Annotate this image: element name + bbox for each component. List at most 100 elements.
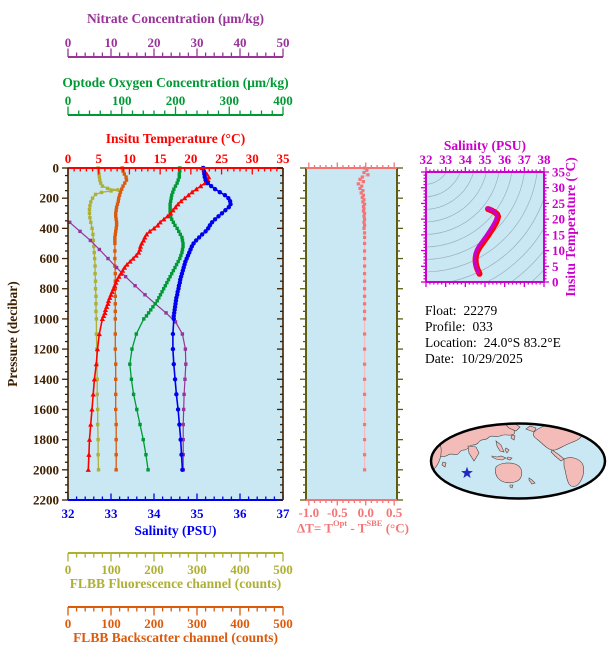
svg-text:300: 300 [220,93,240,108]
svg-text:10: 10 [552,243,565,258]
oxygen-axis: 0 100 200 300 400 [65,93,293,116]
svg-text:30: 30 [246,151,259,166]
svg-text:37: 37 [277,506,291,521]
delta-t-title-mid: - T [347,520,367,536]
location-line: Location: 24.0°S 83.2°E [425,335,561,350]
float-info-block: Float: 22279 Profile: 033 Location: 24.0°S … [425,303,561,367]
svg-text:200: 200 [144,616,164,631]
svg-text:36: 36 [498,152,512,167]
svg-text:30: 30 [191,35,204,50]
delta-t-title-suffix: (°C) [382,520,409,536]
svg-text:35: 35 [479,152,493,167]
nitrate-axis-title: Nitrate Concentration (μm/kg) [86,11,265,26]
svg-text:0: 0 [65,616,72,631]
svg-text:15: 15 [154,151,168,166]
svg-text:0: 0 [65,562,72,577]
svg-text:37: 37 [518,152,532,167]
svg-text:32: 32 [62,506,75,521]
svg-text:800: 800 [40,281,60,296]
pressure-axis-title: Pressure (decibar) [5,281,20,387]
float-location-star [461,466,473,478]
temperature-axis-title: Insitu Temperature (°C) [105,131,246,146]
svg-text:38: 38 [538,152,552,167]
fluorescence-axis: 0 100 200 300 400 500 [65,552,293,577]
svg-text:20: 20 [184,151,197,166]
svg-text:20: 20 [552,212,565,227]
svg-text:500: 500 [273,616,293,631]
svg-text:5: 5 [95,151,102,166]
delta-t-title-prefix: ΔT= T [297,520,333,536]
svg-text:200: 200 [166,93,186,108]
svg-text:300: 300 [187,562,207,577]
svg-text:0: 0 [65,93,72,108]
svg-text:0.0: 0.0 [358,505,374,520]
oxygen-profile [128,166,185,472]
svg-text:400: 400 [230,616,250,631]
svg-text:200: 200 [40,191,60,206]
svg-text:100: 100 [112,93,132,108]
salinity-axis-title: Salinity (PSU) [134,523,217,538]
svg-text:500: 500 [273,562,293,577]
svg-text:30: 30 [552,180,565,195]
profile-number-line: Profile: 033 [425,319,493,334]
delta-t-axis-title: ΔT= TOpt - TSBE (°C) [293,518,413,536]
plot-backgrounds [68,168,544,500]
svg-text:100: 100 [101,562,121,577]
delta-t-title-sup-sbe: SBE [366,518,383,528]
temperature-profile [85,165,212,472]
svg-text:600: 600 [40,251,60,266]
svg-text:33: 33 [439,152,453,167]
svg-text:35: 35 [552,165,566,180]
svg-text:400: 400 [230,562,250,577]
svg-text:300: 300 [187,616,207,631]
svg-text:34: 34 [459,152,473,167]
svg-text:10: 10 [123,151,136,166]
svg-text:0: 0 [53,161,60,176]
svg-text:25: 25 [552,196,566,211]
svg-text:36: 36 [234,506,248,521]
ts-temperature-axis-title: Insitu Temperature (°C) [563,157,578,297]
svg-text:1400: 1400 [33,372,59,387]
svg-text:400: 400 [40,221,60,236]
svg-text:400: 400 [273,93,293,108]
svg-text:2200: 2200 [33,493,59,508]
fluorescence-axis-title: FLBB Fluorescence channel (counts) [69,576,282,591]
main-plot-frame: 0 5 10 15 20 25 30 35 32 33 34 35 36 37 0 200 400 600 800 1… [33,151,290,521]
svg-text:20: 20 [148,35,161,50]
svg-text:0: 0 [552,275,559,290]
backscatter-axis: 0 100 200 300 400 500 [65,606,293,631]
float-id-line: Float: 22279 [425,303,498,318]
svg-text:40: 40 [234,35,247,50]
svg-text:0.5: 0.5 [386,505,403,520]
backscatter-profile [113,166,129,472]
svg-text:50: 50 [277,35,290,50]
ts-curve [472,206,499,275]
svg-text:5: 5 [552,259,559,274]
svg-text:15: 15 [552,227,566,242]
delta-t-panel: -1.0 -0.5 0.0 0.5 [299,162,403,520]
nitrate-axis: 0 10 20 30 40 50 [65,35,290,58]
ts-salinity-axis-title: Salinity (PSU) [443,138,527,153]
svg-text:35: 35 [191,506,205,521]
svg-text:25: 25 [215,151,229,166]
svg-text:1800: 1800 [33,432,59,447]
backscatter-axis-title: FLBB Backscatter channel (counts) [73,630,278,645]
svg-text:32: 32 [420,152,433,167]
svg-text:34: 34 [148,506,162,521]
svg-text:200: 200 [144,562,164,577]
world-map [429,422,607,500]
salinity-profile [170,165,233,473]
svg-text:10: 10 [105,35,118,50]
svg-text:-0.5: -0.5 [327,505,348,520]
svg-text:0: 0 [65,35,72,50]
svg-text:1000: 1000 [33,311,59,326]
svg-text:100: 100 [101,616,121,631]
svg-text:2000: 2000 [33,462,59,477]
svg-text:1200: 1200 [33,342,59,357]
svg-text:-1.0: -1.0 [299,505,320,520]
svg-text:1600: 1600 [33,402,59,417]
oxygen-axis-title: Optode Oxygen Concentration (μm/kg) [62,75,289,90]
